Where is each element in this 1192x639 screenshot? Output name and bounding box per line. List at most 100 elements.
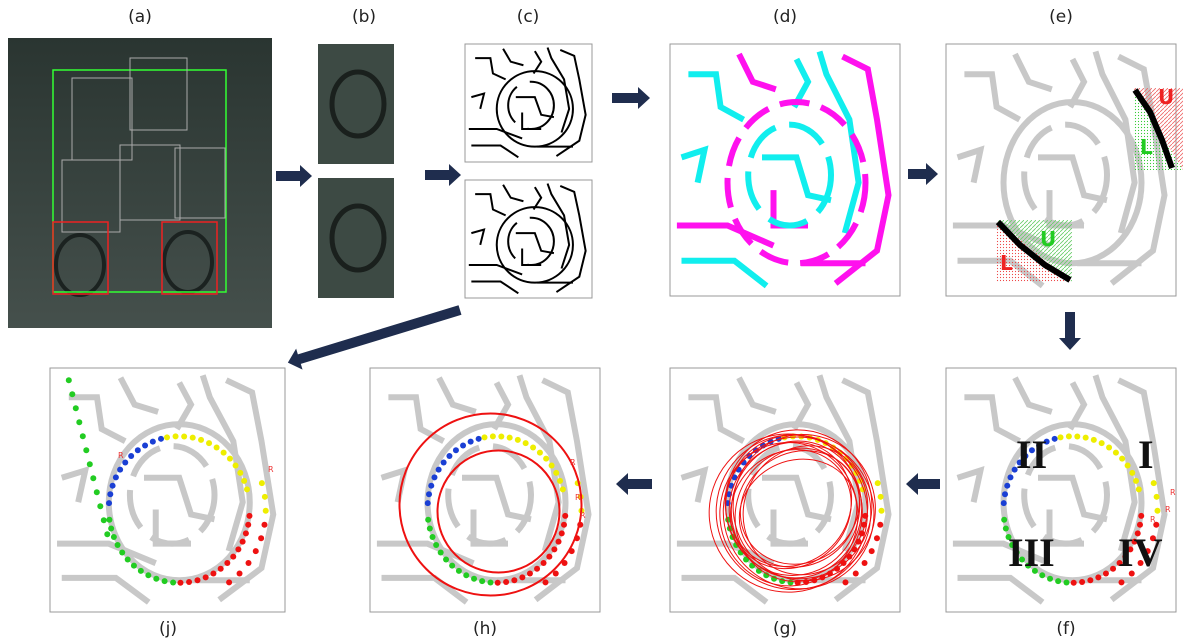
edge-point — [113, 474, 119, 480]
quadrant-label: III — [1008, 530, 1055, 575]
edge-point — [468, 439, 474, 445]
edge-point — [1079, 579, 1085, 585]
edge-point — [549, 462, 555, 468]
arrow — [612, 87, 650, 109]
edge-point — [90, 475, 96, 481]
edge-point — [177, 580, 183, 586]
edge-point — [173, 433, 179, 439]
edge-point — [262, 494, 268, 500]
edge-point — [235, 546, 241, 552]
edge-point — [456, 568, 462, 574]
edge-point — [426, 491, 432, 497]
edge-point — [97, 503, 103, 509]
mark-label: R — [1150, 515, 1156, 524]
edge-point — [258, 535, 264, 541]
edge-point — [471, 576, 477, 582]
mark-label: R — [570, 458, 576, 467]
arrow-shape — [425, 164, 461, 186]
panel-label: (g) — [773, 619, 797, 639]
edge-point — [495, 580, 501, 586]
edge-point — [190, 435, 196, 441]
edge-point — [194, 577, 200, 583]
edge-point — [1110, 566, 1116, 572]
figure: ULULIIIIIIIVRRRRRRRR (a) (b) (c) (d) (e)… — [0, 0, 1192, 639]
edge-point — [482, 434, 488, 440]
edge-point — [561, 522, 567, 528]
mark-label: R — [118, 451, 124, 460]
panel-label: (e) — [1049, 7, 1073, 27]
region-label: U — [1040, 227, 1056, 251]
arrow-shape — [906, 473, 940, 495]
edge-point — [198, 437, 204, 443]
panel-label: (j) — [159, 619, 177, 639]
panel-label: (b) — [352, 7, 376, 27]
edge-point — [181, 433, 187, 439]
edge-point — [73, 405, 79, 411]
edge-point — [877, 522, 883, 528]
arrow — [1059, 312, 1081, 350]
arrow-shape — [616, 473, 652, 495]
edge-point — [562, 513, 568, 519]
edge-point — [244, 486, 250, 492]
edge-point — [135, 447, 141, 453]
edge-point — [479, 578, 485, 584]
mark-label: R — [268, 465, 274, 474]
edge-point — [243, 530, 249, 536]
edge-point — [226, 579, 232, 585]
edge-point — [433, 542, 439, 548]
edge-point — [117, 467, 123, 473]
edge-point — [240, 539, 246, 545]
edge-point — [241, 478, 247, 484]
edge-point — [218, 566, 224, 572]
panel-label: (a) — [128, 7, 152, 27]
edge-point — [542, 579, 548, 585]
edge-point — [438, 550, 444, 556]
edge-point — [541, 560, 547, 566]
edge-point — [1125, 462, 1131, 468]
edge-point — [108, 525, 114, 531]
arrow-shape — [285, 299, 464, 373]
edge-point — [449, 563, 455, 569]
edge-point — [107, 491, 113, 497]
edge-point — [104, 531, 110, 537]
mark-label: R — [1170, 488, 1176, 497]
arrow-shape — [612, 87, 650, 109]
edge-point — [463, 572, 469, 578]
edge-point — [543, 456, 549, 462]
edge-point — [1136, 486, 1142, 492]
edge-point — [1118, 579, 1124, 585]
edge-point — [534, 566, 540, 572]
edge-point — [106, 500, 112, 506]
edge-point — [1129, 470, 1135, 476]
edge-point — [511, 577, 517, 583]
edge-point — [515, 437, 521, 443]
edge-point — [76, 419, 82, 425]
edge-point — [1095, 574, 1101, 580]
region-label: U — [1158, 85, 1174, 109]
edge-point — [1055, 578, 1061, 584]
edge-point — [261, 522, 267, 528]
edge-point — [138, 568, 144, 574]
edge-point — [1154, 508, 1160, 514]
edge-point — [425, 500, 431, 506]
edge-point — [1074, 433, 1080, 439]
edge-point — [787, 579, 793, 585]
edge-point — [441, 459, 447, 465]
edge-point — [111, 534, 117, 540]
panel-label: (h) — [473, 619, 497, 639]
edge-point — [69, 391, 75, 397]
arrow — [285, 299, 464, 373]
edge-point — [869, 548, 875, 554]
edge-point — [1007, 474, 1013, 480]
edge-point — [1083, 435, 1089, 441]
edge-point — [1113, 450, 1119, 456]
edge-point — [1052, 436, 1058, 442]
edge-point — [537, 450, 543, 456]
edge-point — [503, 579, 509, 585]
mark-label: R — [575, 493, 581, 502]
edge-point — [436, 467, 442, 473]
quadrant-label: I — [1138, 432, 1154, 477]
mark-label: R — [580, 511, 586, 520]
edge-point — [1133, 478, 1139, 484]
panel-label: (d) — [773, 7, 797, 27]
